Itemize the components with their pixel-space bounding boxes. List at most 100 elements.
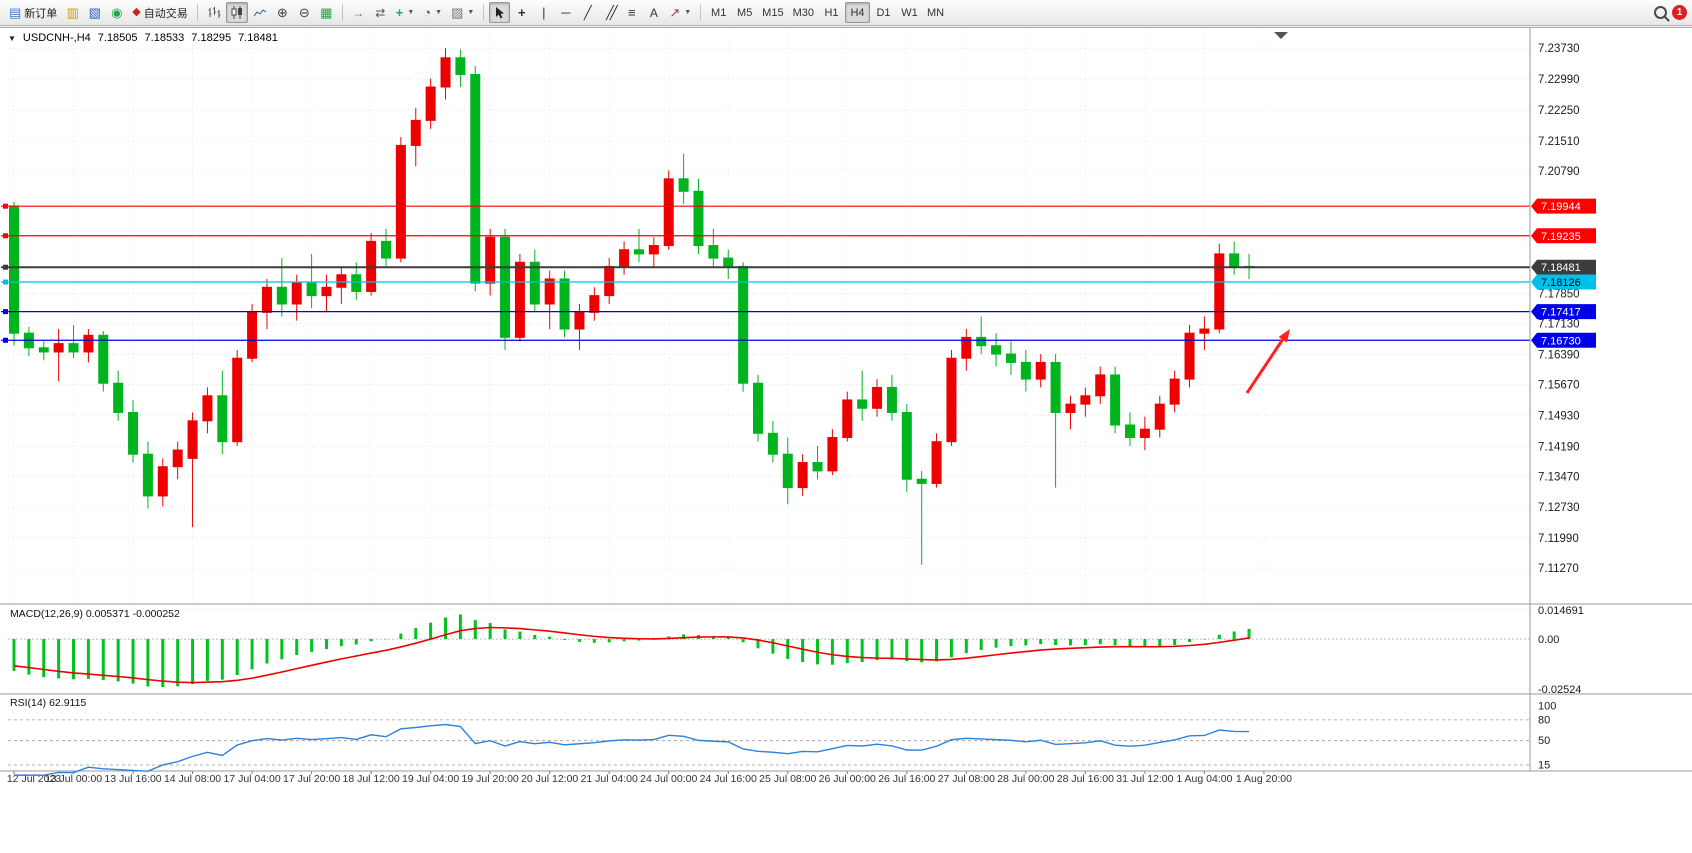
candle [113, 382, 124, 413]
fibonacci-icon: ≡ [628, 5, 636, 20]
timeframe-m1-button[interactable]: M1 [706, 2, 731, 23]
candle [648, 245, 659, 255]
candle [247, 311, 258, 359]
horizontal-line-tool-button[interactable]: ─ [555, 2, 576, 23]
price-tag [1531, 228, 1596, 244]
price-axis-label: 7.17130 [1538, 319, 1580, 331]
chart-shift-marker[interactable] [1274, 32, 1288, 39]
timeframe-m5-button[interactable]: M5 [732, 2, 757, 23]
timeframe-h4-button[interactable]: H4 [844, 2, 870, 23]
auto-trading-button[interactable]: ◆ 自动交易 [128, 2, 191, 23]
arrow-annotation[interactable] [1245, 338, 1285, 394]
macd-plot [8, 609, 1530, 690]
time-axis-label: 1 Aug 04:00 [1176, 773, 1232, 785]
candle [753, 382, 763, 434]
auto-scroll-icon: → [352, 5, 365, 20]
fibonacci-tool-button[interactable]: ≡ [621, 2, 642, 23]
timeframe-mn-button[interactable]: MN [923, 2, 948, 23]
ohlc-open: 7.18505 [97, 32, 138, 44]
cursor-tool-button[interactable] [489, 2, 511, 23]
candle [872, 386, 883, 409]
macd-scale-label: 0.00 [1538, 634, 1559, 646]
line-chart-icon [253, 8, 267, 16]
price-tag-label: 7.19235 [1541, 231, 1581, 243]
zoom-out-icon: ⊖ [298, 5, 310, 20]
timeframe-m15-button[interactable]: M15 [758, 2, 787, 23]
crosshair-tool-button[interactable]: + [511, 2, 532, 23]
new-order-button[interactable]: ▤ 新订单 [5, 2, 61, 23]
candle [708, 245, 719, 259]
templates-icon: ▨ [451, 5, 464, 20]
candle [500, 236, 511, 338]
line-chart-mode-button[interactable] [249, 2, 271, 23]
arrow-tool-icon: ↗ [669, 5, 681, 20]
candlestick-icon [231, 6, 242, 19]
price-axis-label: 7.22250 [1538, 105, 1580, 117]
candle [128, 411, 139, 455]
time-axis-label: 24 Jul 00:00 [640, 773, 697, 785]
candle [485, 236, 496, 284]
toolbar-separator [341, 4, 343, 21]
bar-chart-mode-button[interactable] [203, 2, 225, 23]
time-axis-label: 31 Jul 12:00 [1116, 773, 1173, 785]
price-tag-label: 7.16730 [1541, 335, 1581, 347]
macd-scale-label: 0.014691 [1538, 605, 1584, 617]
price-tag [1531, 304, 1596, 320]
timeframe-d1-button[interactable]: D1 [871, 2, 896, 23]
candle [544, 278, 555, 305]
candle [98, 334, 109, 384]
candle [633, 249, 644, 255]
candle [1139, 428, 1150, 439]
candle [1125, 424, 1135, 439]
candle [886, 386, 897, 413]
tile-windows-button[interactable]: ▦ [316, 2, 337, 23]
periods-button[interactable]: ◔ ▼ [419, 2, 446, 23]
candlestick-mode-button[interactable] [225, 2, 248, 23]
new-chart-button[interactable]: ▥ [62, 2, 83, 23]
timeframe-w1-button[interactable]: W1 [897, 2, 922, 23]
auto-scroll-button[interactable]: → [348, 2, 369, 23]
vertical-line-tool-button[interactable]: | [533, 2, 554, 23]
one-click-trading-icon[interactable]: ▼ [8, 33, 16, 43]
trendline-tool-button[interactable]: ╱ [577, 2, 598, 23]
toolbar-separator [196, 4, 198, 21]
time-axis-label: 19 Jul 20:00 [462, 773, 519, 785]
search-button[interactable] [1650, 2, 1671, 23]
candle [782, 453, 793, 489]
candle [1110, 374, 1121, 426]
vertical-line-icon: | [542, 5, 546, 20]
candle [395, 144, 406, 259]
market-watch-button[interactable]: ▧ [84, 2, 105, 23]
timeframe-m30-button[interactable]: M30 [789, 2, 818, 23]
candle [38, 347, 49, 353]
chart-shift-button[interactable]: ⇄ [370, 2, 391, 23]
candle [1154, 403, 1165, 430]
time-axis-label: 13 Jul 16:00 [104, 773, 161, 785]
notification-badge[interactable]: 1 [1672, 5, 1687, 20]
arrows-tool-button[interactable]: ↗ ▼ [665, 2, 695, 23]
candle [455, 57, 466, 75]
candle [351, 274, 362, 292]
navigator-button[interactable]: ◉ [106, 2, 127, 23]
rsi-scale-label: 100 [1538, 701, 1556, 713]
templates-button[interactable]: ▨ ▼ [447, 2, 478, 23]
candle [1184, 332, 1195, 380]
time-axis-label: 18 Jul 12:00 [343, 773, 400, 785]
indicators-button[interactable]: + ▼ [392, 2, 419, 23]
price-axis-label: 7.11270 [1538, 563, 1579, 575]
channel-tool-button[interactable]: ╱╱ [599, 2, 620, 23]
candle [276, 286, 287, 305]
text-tool-button[interactable]: A [643, 2, 664, 23]
candle [336, 274, 347, 288]
timeframe-h1-button[interactable]: H1 [819, 2, 844, 23]
candle [9, 205, 19, 334]
arrow-annotation-head[interactable] [1278, 329, 1290, 343]
time-axis-label: 21 Jul 04:00 [581, 773, 638, 785]
zoom-in-button[interactable]: ⊕ [272, 2, 293, 23]
ohlc-close: 7.18481 [238, 32, 278, 44]
zoom-out-button[interactable]: ⊖ [294, 2, 315, 23]
candle [217, 395, 228, 443]
candle [232, 357, 243, 443]
